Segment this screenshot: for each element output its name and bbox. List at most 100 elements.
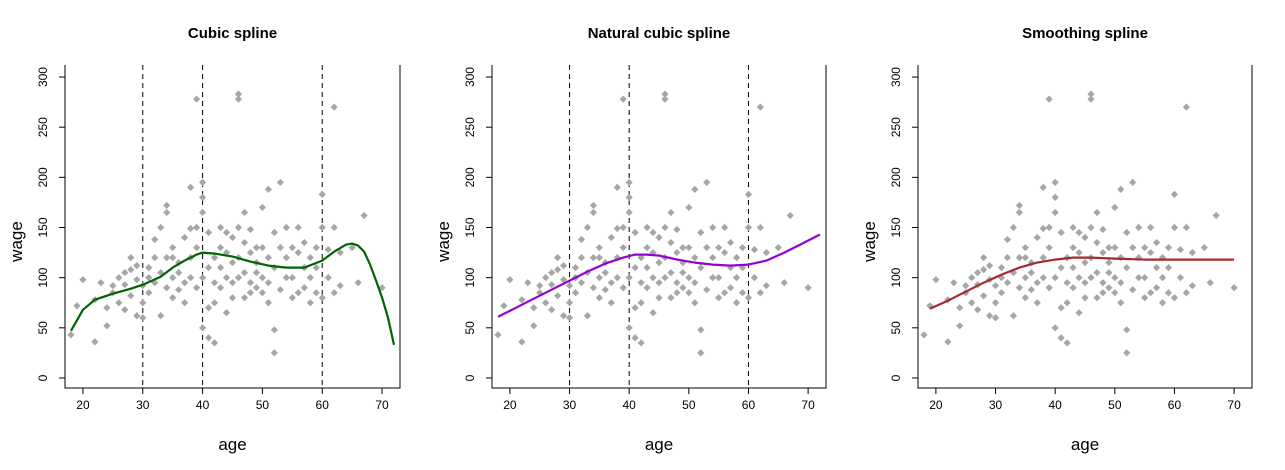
data-point [679, 259, 687, 267]
data-point [756, 223, 764, 232]
data-point [577, 235, 586, 244]
x-tick-label: 40 [622, 398, 636, 412]
data-point [1099, 248, 1107, 257]
data-point [1081, 233, 1089, 242]
data-point [571, 264, 580, 272]
data-point [726, 284, 735, 292]
data-point [607, 279, 615, 287]
fitted-spline-curve [497, 233, 821, 318]
data-point [637, 279, 645, 287]
data-point [649, 274, 657, 282]
data-point [1069, 264, 1077, 272]
data-point [198, 178, 207, 186]
data-point [1182, 103, 1190, 111]
data-point [601, 269, 609, 277]
data-point [774, 243, 782, 252]
data-point [288, 294, 296, 302]
data-point [270, 326, 278, 334]
data-point [216, 284, 225, 292]
x-axis-label: age [1071, 435, 1099, 454]
data-point [1147, 248, 1155, 257]
data-point [1051, 178, 1059, 186]
data-point [667, 294, 675, 302]
data-point [312, 264, 320, 272]
fitted-spline-curve [70, 242, 396, 346]
data-point [956, 322, 964, 330]
data-point [559, 312, 568, 320]
data-point [542, 274, 550, 282]
data-point [103, 304, 111, 312]
data-point [204, 228, 213, 237]
data-point [145, 289, 153, 297]
data-point [210, 339, 219, 347]
data-point [1129, 178, 1137, 186]
data-point [1158, 274, 1167, 282]
data-point [542, 299, 550, 307]
data-point [762, 282, 770, 290]
data-point [234, 274, 243, 282]
data-point [222, 228, 231, 237]
data-point [744, 223, 753, 232]
y-tick-label: 300 [463, 67, 477, 87]
fitted-spline-curve [929, 256, 1235, 310]
data-point [151, 279, 159, 287]
data-point [571, 289, 580, 297]
data-point [667, 269, 675, 277]
data-point [661, 274, 669, 282]
data-point [643, 243, 651, 252]
data-point [216, 243, 225, 252]
data-point [1087, 223, 1095, 232]
data-point [133, 262, 141, 270]
data-point [282, 274, 290, 282]
chart-title: Smoothing spline [1022, 25, 1148, 42]
data-point [288, 243, 296, 252]
data-point [619, 243, 627, 252]
data-point [198, 274, 207, 282]
data-point [198, 208, 207, 217]
data-point [1015, 208, 1023, 217]
data-point [294, 248, 302, 257]
data-point [1063, 299, 1071, 307]
data-point [697, 349, 705, 357]
data-point [204, 334, 213, 342]
data-point [187, 183, 195, 191]
data-point [595, 253, 603, 262]
data-point [240, 208, 249, 217]
data-point [216, 264, 225, 272]
chart-title: Cubic spline [188, 25, 277, 42]
data-point [1045, 284, 1053, 292]
data-point [204, 264, 213, 272]
data-point [1176, 245, 1185, 254]
data-point [631, 264, 639, 272]
data-point [643, 223, 651, 232]
data-point [282, 253, 290, 262]
data-point [234, 90, 243, 98]
data-point [1015, 253, 1023, 262]
data-point [210, 253, 219, 262]
data-point [228, 279, 237, 287]
data-point [187, 224, 195, 233]
data-point [210, 279, 219, 287]
data-point [175, 269, 183, 277]
data-point [1033, 233, 1041, 242]
y-tick-label: 0 [36, 374, 50, 381]
data-point [619, 95, 627, 103]
data-point [127, 253, 135, 262]
data-point [577, 253, 586, 262]
data-point [613, 183, 621, 191]
data-point [1105, 259, 1113, 267]
data-point [536, 282, 544, 290]
data-point [804, 284, 812, 292]
data-point [1063, 279, 1071, 287]
data-point [336, 248, 344, 257]
data-point [1021, 243, 1029, 252]
data-point [330, 103, 338, 111]
data-point [750, 245, 759, 254]
data-point [1075, 248, 1083, 257]
data-point [228, 294, 237, 302]
data-point [926, 302, 934, 310]
data-point [750, 274, 759, 282]
data-point [246, 248, 255, 257]
data-point [181, 299, 189, 307]
data-point [1027, 286, 1035, 294]
